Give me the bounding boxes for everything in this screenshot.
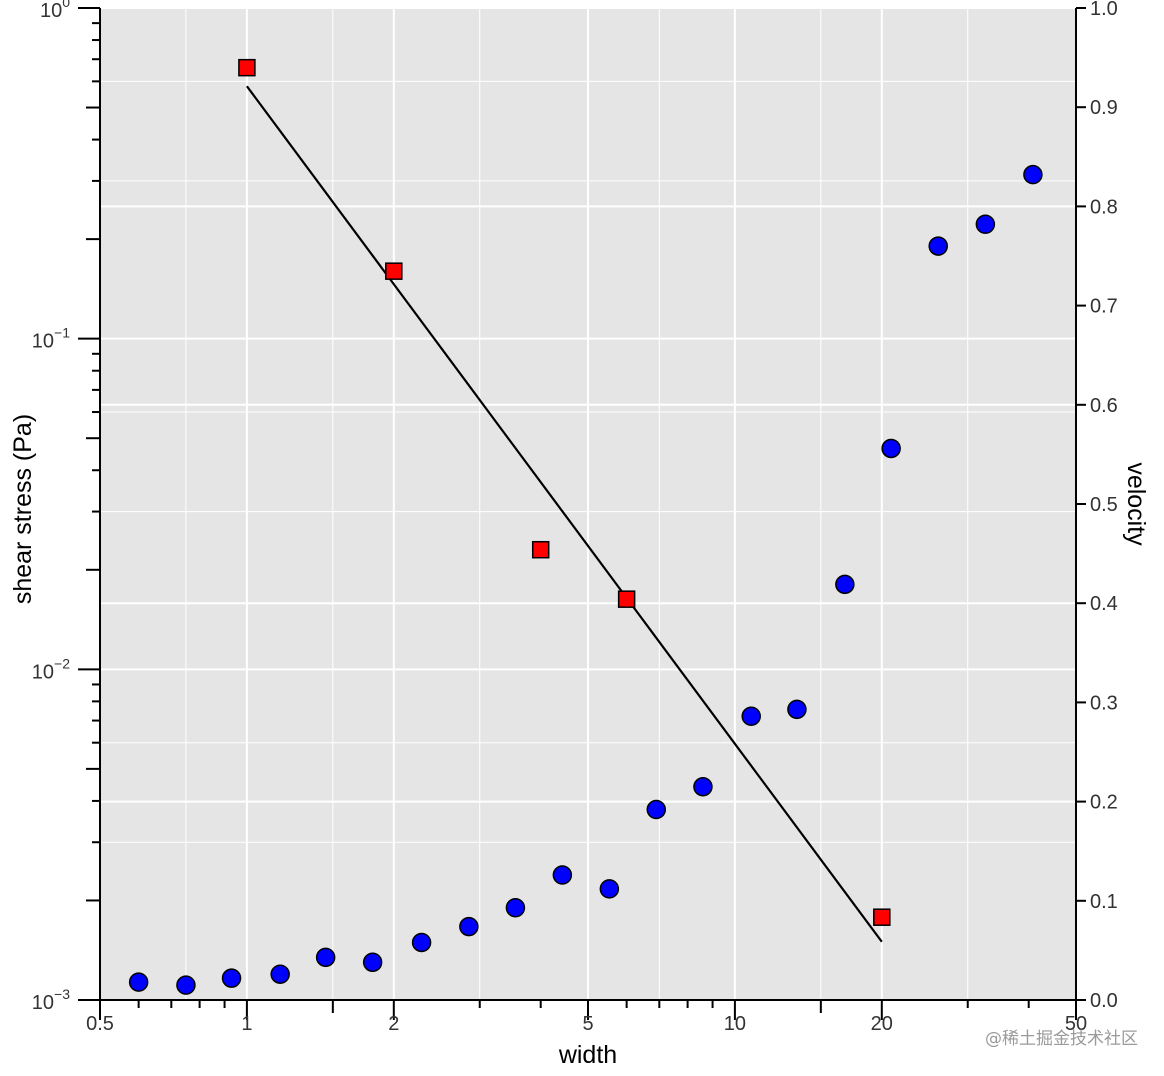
velocity-point <box>176 975 196 995</box>
right-tick-label: 0.6 <box>1090 395 1118 417</box>
right-y-axis: 0.0 0.1 0.2 0.3 0.4 0.5 0.6 0.7 0.8 0.9 1.0 <box>1075 0 1118 1012</box>
right-tick-label: 0.8 <box>1090 196 1118 218</box>
velocity-point <box>1023 164 1043 185</box>
velocity-point <box>975 214 996 235</box>
right-tick-label: 0.3 <box>1090 692 1118 714</box>
velocity-point <box>411 932 432 953</box>
shear-stress-point <box>531 540 550 559</box>
velocity-point <box>270 964 290 984</box>
right-tick-label: 0.2 <box>1090 792 1118 814</box>
left-tick-label: 100 <box>40 0 70 22</box>
x-axis-title: width <box>558 1041 617 1069</box>
velocity-point <box>362 952 383 973</box>
right-tick-label: 0.9 <box>1090 97 1118 119</box>
velocity-point <box>787 699 807 720</box>
right-tick-label: 0.1 <box>1090 891 1118 913</box>
fit-line <box>246 85 883 943</box>
velocity-point <box>505 897 526 918</box>
x-tick-label: 1 <box>241 1013 252 1035</box>
left-y-axis-title: shear stress (Pa) <box>9 414 37 604</box>
x-tick-label: 10 <box>724 1013 746 1035</box>
velocity-point <box>835 574 855 595</box>
velocity-point <box>221 968 242 988</box>
velocity-point <box>741 706 761 727</box>
x-tick-label: 20 <box>871 1013 893 1035</box>
shear-stress-point <box>238 58 256 77</box>
right-y-axis-title: velocity <box>1122 462 1150 546</box>
shear-stress-point <box>385 262 403 280</box>
velocity-point <box>881 438 901 459</box>
shear-stress-point <box>873 908 891 926</box>
velocity-point <box>315 947 336 968</box>
velocity-point <box>128 972 149 992</box>
velocity-point <box>552 865 573 885</box>
left-tick-label: 10−2 <box>32 655 70 683</box>
right-tick-label: 1.0 <box>1090 0 1118 20</box>
velocity-point <box>928 236 948 256</box>
velocity-point <box>646 799 667 820</box>
right-tick-label: 0.4 <box>1090 593 1118 615</box>
velocity-point <box>693 776 713 797</box>
x-tick-label: 2 <box>388 1013 399 1035</box>
right-tick-label: 0.7 <box>1090 296 1118 318</box>
x-tick-label: 5 <box>582 1013 593 1035</box>
velocity-point <box>459 916 479 937</box>
x-tick-label: 50 <box>1065 1013 1087 1035</box>
left-y-axis: 100 10−1 10−2 10−3 <box>32 0 101 1014</box>
watermark-text: @稀土掘金技术社区 <box>985 1029 1138 1049</box>
left-tick-label: 10−1 <box>32 325 70 353</box>
left-tick-label: 10−3 <box>32 986 70 1014</box>
right-tick-label: 0.0 <box>1090 990 1118 1012</box>
data-marks <box>128 58 1043 995</box>
x-axis: 0.5 1 2 5 10 20 50 <box>86 999 1087 1035</box>
velocity-point <box>599 879 620 899</box>
shear-stress-point <box>617 590 636 608</box>
x-tick-label: 0.5 <box>86 1013 114 1035</box>
right-tick-label: 0.5 <box>1090 494 1118 516</box>
